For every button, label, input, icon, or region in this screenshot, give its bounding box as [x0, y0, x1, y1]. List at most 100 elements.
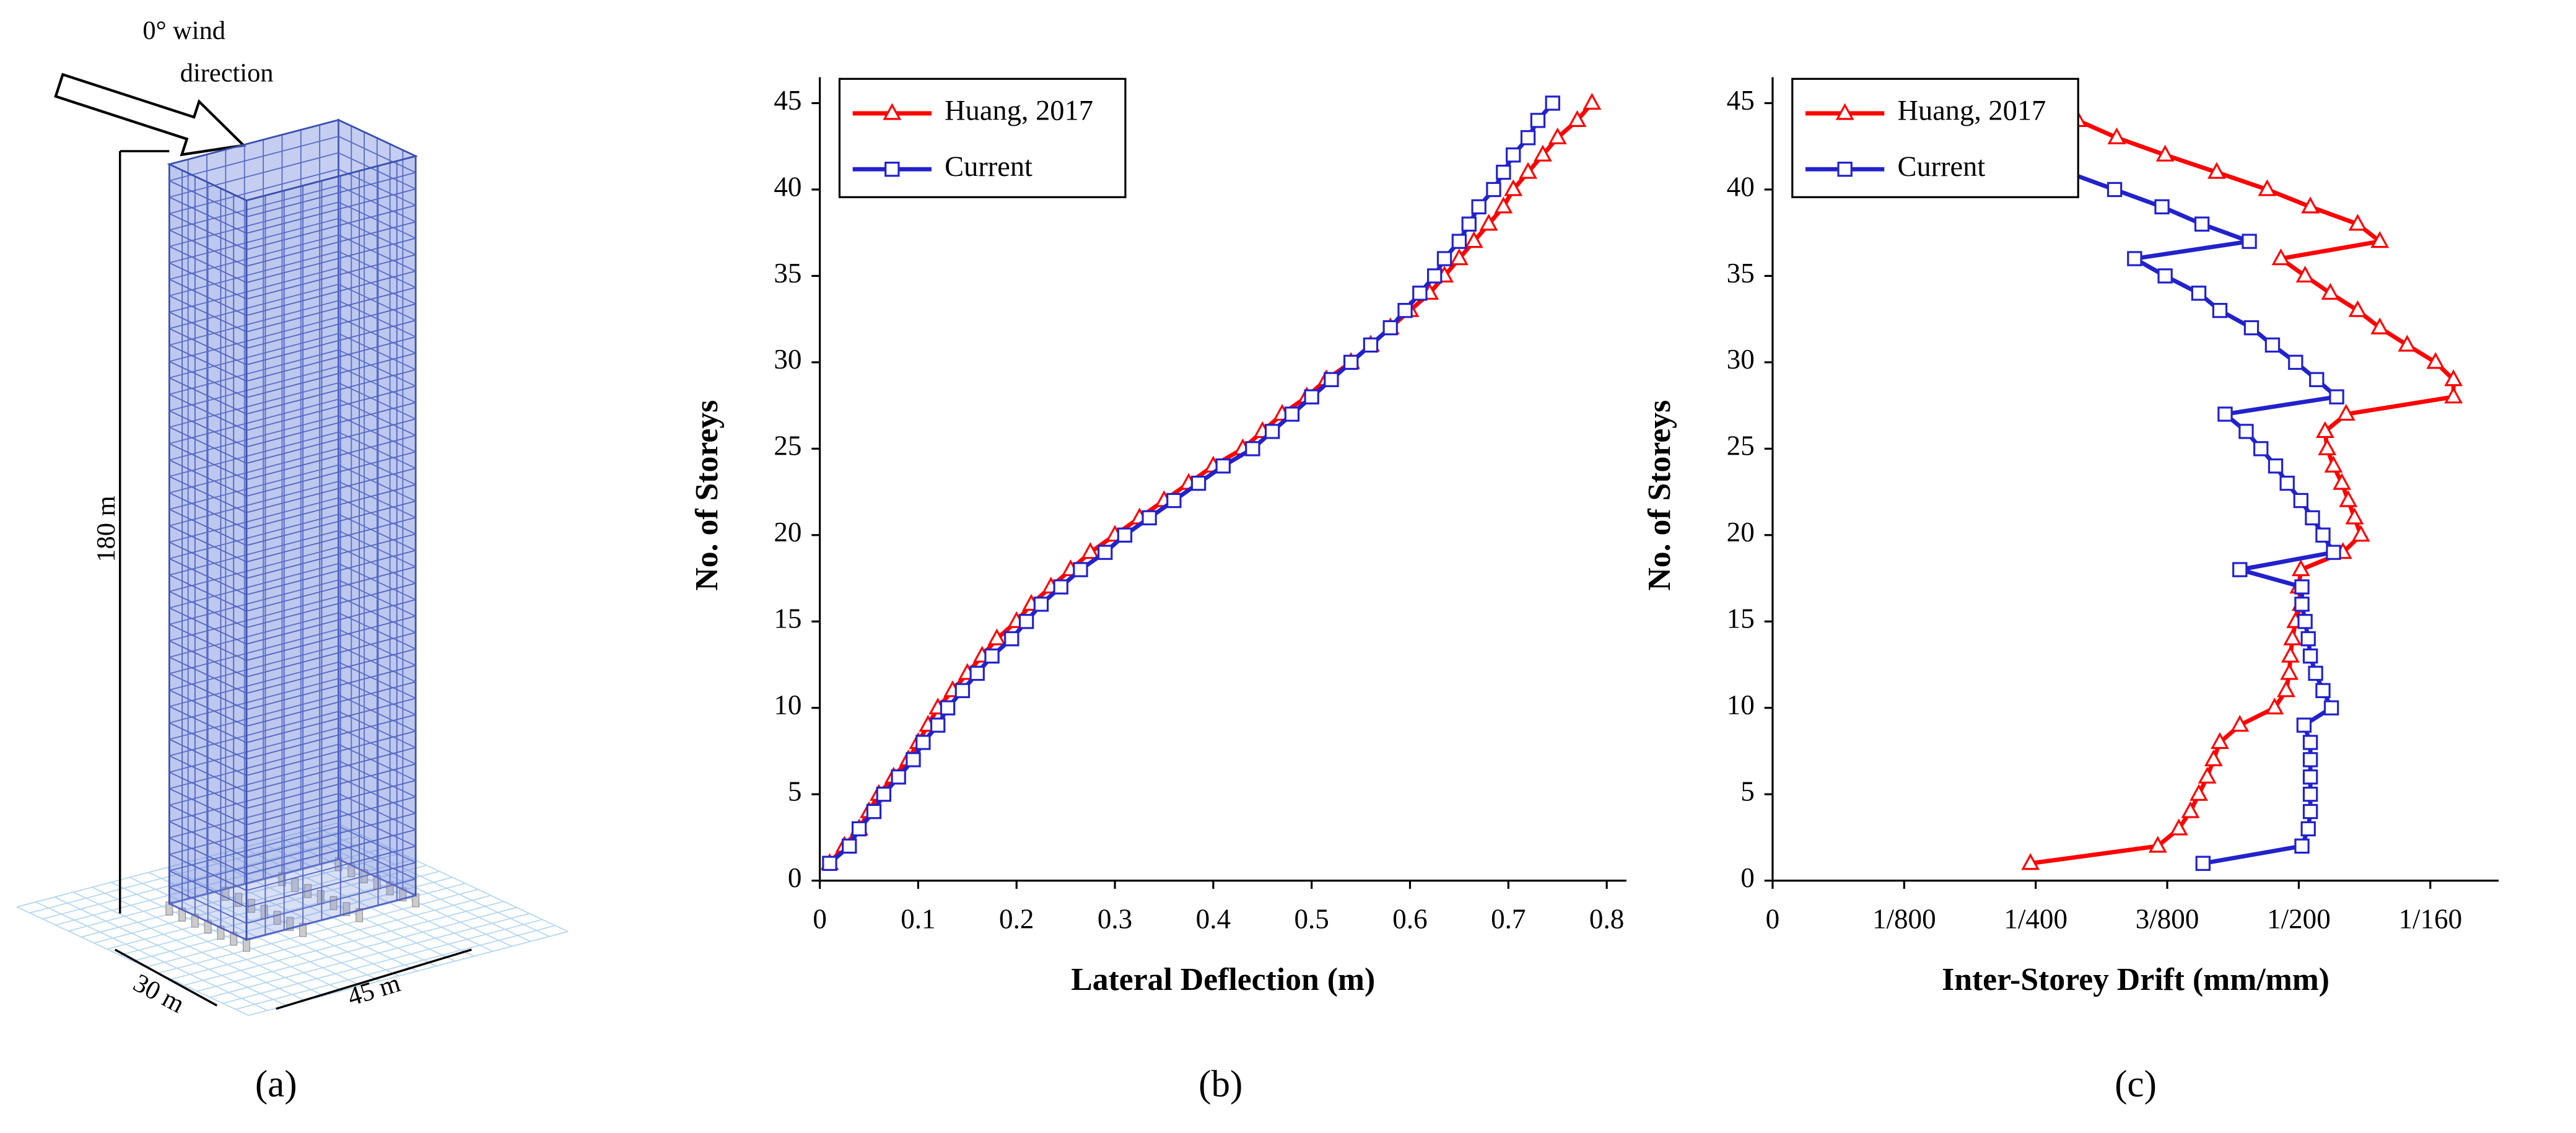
- caption: (c): [2115, 1064, 2157, 1105]
- frame-line: [246, 549, 416, 596]
- frame-line: [169, 595, 339, 642]
- frame-line: [246, 484, 416, 530]
- frame-line: [168, 574, 247, 612]
- frame-line: [168, 279, 247, 317]
- marker: [2333, 473, 2351, 490]
- y-tick-label: 45: [774, 85, 801, 116]
- frame-line: [169, 842, 339, 888]
- legend-marker: [883, 103, 902, 120]
- y-tick-label: 30: [1727, 344, 1755, 375]
- frame-line: [246, 320, 416, 365]
- width-label: 30 m: [128, 968, 189, 1019]
- frame-line: [338, 168, 416, 206]
- frame-line: [169, 579, 339, 625]
- legend-label: Huang, 2017: [945, 95, 1093, 127]
- frame-line: [338, 662, 416, 699]
- frame-line: [246, 434, 416, 481]
- marker: [984, 648, 1000, 664]
- legend-box: [1791, 77, 2079, 198]
- frame-line: [169, 300, 339, 346]
- ground-line: [209, 912, 530, 998]
- support: [273, 911, 281, 925]
- marker: [2329, 389, 2344, 405]
- x-tick-label: 0.5: [1294, 903, 1329, 934]
- frame-line: [169, 727, 339, 773]
- frame-line: [168, 492, 247, 530]
- frame-line: [246, 812, 416, 859]
- marker: [1530, 113, 1546, 128]
- frame-line: [246, 895, 416, 940]
- frame-line: [169, 250, 339, 297]
- roof: [167, 119, 419, 201]
- frame-line: [168, 443, 247, 481]
- frame-line: [169, 481, 339, 527]
- frame-line: [169, 497, 339, 543]
- ground-line: [242, 847, 474, 957]
- marker: [2291, 559, 2310, 577]
- ground-line: [204, 857, 437, 967]
- y-tick-label: 5: [1740, 776, 1755, 807]
- frame-line: [169, 152, 339, 198]
- frame-line: [168, 607, 247, 645]
- marker: [1382, 320, 1398, 336]
- marker: [2308, 665, 2323, 681]
- frame-line: [169, 217, 339, 264]
- marker: [851, 821, 867, 837]
- marker: [2191, 286, 2207, 301]
- x-tick-label: 3/800: [2136, 903, 2199, 934]
- frame-line: [338, 743, 416, 781]
- frame-line: [246, 779, 416, 826]
- frame-line: [169, 514, 339, 559]
- marker: [1506, 147, 1521, 163]
- marker: [2444, 369, 2463, 387]
- marker: [2280, 663, 2299, 680]
- ground-line: [336, 822, 569, 932]
- frame-line: [338, 481, 416, 518]
- frame-line: [168, 903, 247, 940]
- marker: [822, 855, 837, 871]
- marker: [1190, 475, 1207, 491]
- frame-line: [169, 645, 339, 691]
- frame-line: [168, 624, 247, 662]
- marker: [2326, 545, 2341, 560]
- frame-line: [168, 738, 247, 776]
- y-axis-title: No. of Storeys: [1642, 400, 1677, 591]
- marker: [1486, 182, 1501, 198]
- y-tick-label: 10: [774, 689, 801, 720]
- marker: [1449, 248, 1469, 266]
- marker: [2243, 320, 2259, 336]
- marker: [891, 769, 906, 785]
- y-tick-label: 35: [774, 258, 801, 289]
- frame-line: [169, 283, 339, 330]
- y-tick-label: 20: [774, 517, 801, 548]
- marker: [2277, 680, 2295, 698]
- frame-line: [246, 878, 416, 924]
- frame-line: [168, 295, 247, 333]
- marker: [1264, 424, 1280, 439]
- marker: [2253, 441, 2269, 457]
- marker: [2268, 458, 2284, 474]
- frame-line: [338, 546, 416, 584]
- frame-line: [246, 599, 416, 645]
- frame-line: [246, 763, 416, 809]
- marker: [2426, 352, 2445, 369]
- frame-line: [169, 382, 339, 428]
- frame-line: [246, 862, 416, 908]
- marker: [2339, 490, 2358, 507]
- frame-line: [169, 776, 339, 823]
- marker: [1397, 302, 1413, 318]
- frame-line: [246, 582, 416, 629]
- frame-line: [246, 714, 416, 760]
- frame-line: [169, 661, 339, 707]
- frame-line: [169, 448, 339, 494]
- marker: [2211, 732, 2229, 750]
- x-tick-label: 0: [813, 903, 827, 934]
- marker: [2345, 507, 2364, 525]
- wind-arrow: [54, 72, 247, 157]
- marker: [1426, 268, 1443, 284]
- marker: [1496, 164, 1511, 180]
- frame-line: [338, 333, 416, 370]
- frame-line: [338, 365, 416, 403]
- x-tick-label: 0.4: [1196, 903, 1231, 934]
- series-line: [2030, 101, 2456, 866]
